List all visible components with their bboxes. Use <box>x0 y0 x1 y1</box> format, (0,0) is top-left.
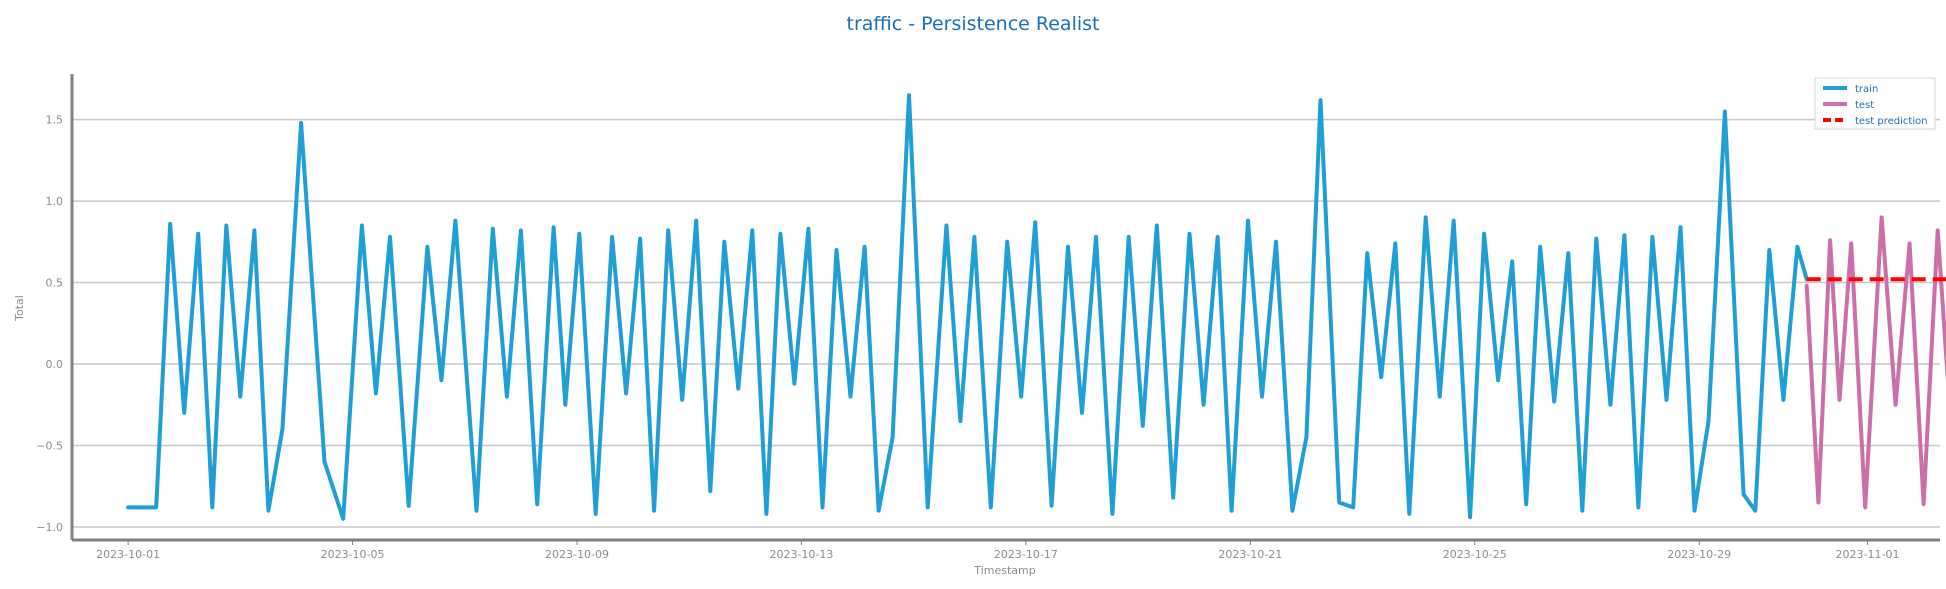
x-tick-labels: 2023-10-01 2023-10-05 2023-10-09 2023-10-13… <box>96 540 1899 561</box>
x-tick-label: 2023-10-21 <box>1218 548 1282 561</box>
y-tick-label: −1.0 <box>36 521 63 534</box>
series-line-train <box>126 93 1809 521</box>
x-tick-label: 2023-10-29 <box>1667 548 1731 561</box>
legend-label-test-prediction: test prediction <box>1855 116 1928 127</box>
y-tick-label: 0.0 <box>46 358 64 371</box>
series-line-test <box>1804 215 1946 510</box>
y-axis-label: Total <box>13 295 26 322</box>
x-tick-label: 2023-10-13 <box>769 548 833 561</box>
chart-title: traffic - Persistence Realist <box>847 13 1100 35</box>
y-tick-label: 0.5 <box>46 277 64 290</box>
y-tick-label: 1.0 <box>46 195 64 208</box>
x-tick-label: 2023-10-01 <box>96 548 160 561</box>
x-axis-label: Timestamp <box>973 564 1035 577</box>
y-tick-labels: −1.0 −0.5 0.0 0.5 1.0 1.5 <box>36 114 63 534</box>
y-tick-label: −0.5 <box>36 439 63 452</box>
x-tick-label: 2023-10-25 <box>1443 548 1507 561</box>
x-tick-label: 2023-11-01 <box>1836 548 1900 561</box>
x-tick-label: 2023-10-05 <box>321 548 385 561</box>
legend-label-train: train <box>1855 84 1878 95</box>
plot-lines <box>126 93 1946 521</box>
y-tick-label: 1.5 <box>46 114 64 127</box>
x-tick-label: 2023-10-09 <box>545 548 609 561</box>
legend: train test test prediction <box>1814 77 1936 130</box>
legend-label-test: test <box>1855 100 1874 111</box>
x-tick-label: 2023-10-17 <box>994 548 1058 561</box>
